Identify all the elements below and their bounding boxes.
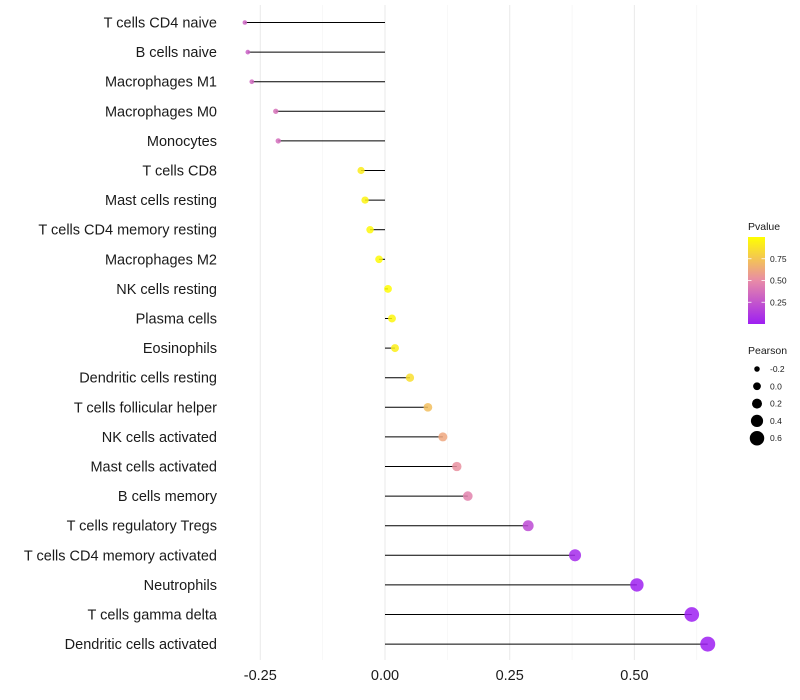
y-axis-label: Plasma cells: [136, 312, 217, 328]
y-axis-label: T cells CD4 naive: [104, 16, 217, 32]
y-axis-label: Mast cells resting: [105, 193, 217, 209]
pvalue-colorbar-ticks: 0.25 0.50 0.75: [748, 254, 787, 307]
x-axis-ticks: -0.25 0.00 0.25 0.50: [244, 668, 649, 684]
pvalue-colorbar: [748, 237, 765, 324]
y-axis-labels: T cells CD4 naive B cells naive Macrophage…: [24, 16, 218, 654]
lollipop-point: [361, 196, 369, 204]
lollipop-point: [249, 79, 255, 85]
x-tick-label: 0.50: [620, 668, 648, 684]
lollipop-point: [388, 314, 396, 323]
pvalue-legend: Pvalue 0.25 0.50 0.75: [748, 221, 787, 324]
y-axis-label: Dendritic cells activated: [65, 637, 217, 653]
lollipop-point: [405, 373, 415, 382]
y-axis-label: B cells memory: [118, 489, 218, 505]
stem-layer: [244, 22, 708, 645]
y-axis-label: T cells gamma delta: [88, 608, 218, 624]
x-tick-label: -0.25: [244, 668, 277, 684]
lollipop-point: [684, 607, 700, 622]
lollipop-point: [366, 225, 374, 234]
y-axis-label: NK cells resting: [116, 282, 217, 298]
lollipop-point: [245, 49, 251, 55]
x-tick-label: 0.00: [371, 668, 399, 684]
y-axis-label: B cells naive: [136, 45, 217, 61]
lollipop-point: [569, 549, 582, 562]
grid-layer: [259, 5, 698, 660]
size-legend-label: 0.4: [770, 416, 782, 426]
lollipop-point: [438, 432, 448, 442]
size-legend-label: -0.2: [770, 364, 785, 374]
y-axis-label: Neutrophils: [144, 578, 217, 594]
pearson-legend-title: Pearson: [748, 345, 787, 357]
y-axis-label: T cells follicular helper: [74, 400, 217, 416]
y-axis-label: T cells CD4 memory activated: [24, 548, 217, 564]
size-legend-label: 0.2: [770, 399, 782, 409]
lollipop-point: [275, 138, 281, 144]
lollipop-point: [522, 520, 534, 532]
lollipop-point: [700, 636, 716, 652]
lollipop-point: [390, 344, 399, 353]
pvalue-legend-title: Pvalue: [748, 221, 780, 233]
size-legend-key: [754, 366, 760, 372]
lollipop-point: [273, 108, 279, 114]
lollipop-point: [452, 461, 462, 472]
colorbar-tick-label: 0.50: [770, 276, 787, 286]
lollipop-point: [375, 255, 383, 264]
y-axis-label: Macrophages M1: [105, 75, 217, 91]
colorbar-tick-label: 0.75: [770, 254, 787, 264]
size-legend-key: [750, 414, 764, 428]
y-axis-label: T cells regulatory Tregs: [67, 519, 217, 535]
y-axis-label: T cells CD8: [142, 164, 217, 180]
pearson-legend-entries: -0.2 0.0 0.2 0.4 0.6: [749, 364, 785, 446]
y-axis-label: T cells CD4 memory resting: [38, 223, 217, 239]
y-axis-label: Monocytes: [147, 134, 217, 150]
y-axis-label: Macrophages M2: [105, 252, 217, 268]
size-legend-label: 0.0: [770, 381, 782, 391]
y-axis-label: NK cells activated: [102, 430, 217, 446]
lollipop-point: [630, 578, 644, 592]
y-axis-label: Dendritic cells resting: [79, 371, 217, 387]
size-legend-key: [752, 398, 762, 409]
size-legend-key: [753, 382, 761, 391]
size-legend-key: [749, 430, 765, 446]
lollipop-point: [462, 491, 473, 501]
point-layer: [242, 20, 716, 652]
colorbar-tick-label: 0.25: [770, 297, 787, 307]
x-tick-label: 0.25: [496, 668, 524, 684]
lollipop-point: [242, 20, 248, 25]
lollipop-point: [384, 284, 392, 293]
pearson-legend: Pearson -0.2 0.0 0.2 0.4 0.6: [748, 345, 787, 446]
y-axis-label: Macrophages M0: [105, 104, 217, 120]
y-axis-label: Eosinophils: [143, 341, 217, 357]
size-legend-label: 0.6: [770, 433, 782, 443]
lollipop-point: [423, 402, 433, 412]
y-axis-label: Mast cells activated: [90, 460, 217, 476]
lollipop-point: [357, 166, 365, 175]
